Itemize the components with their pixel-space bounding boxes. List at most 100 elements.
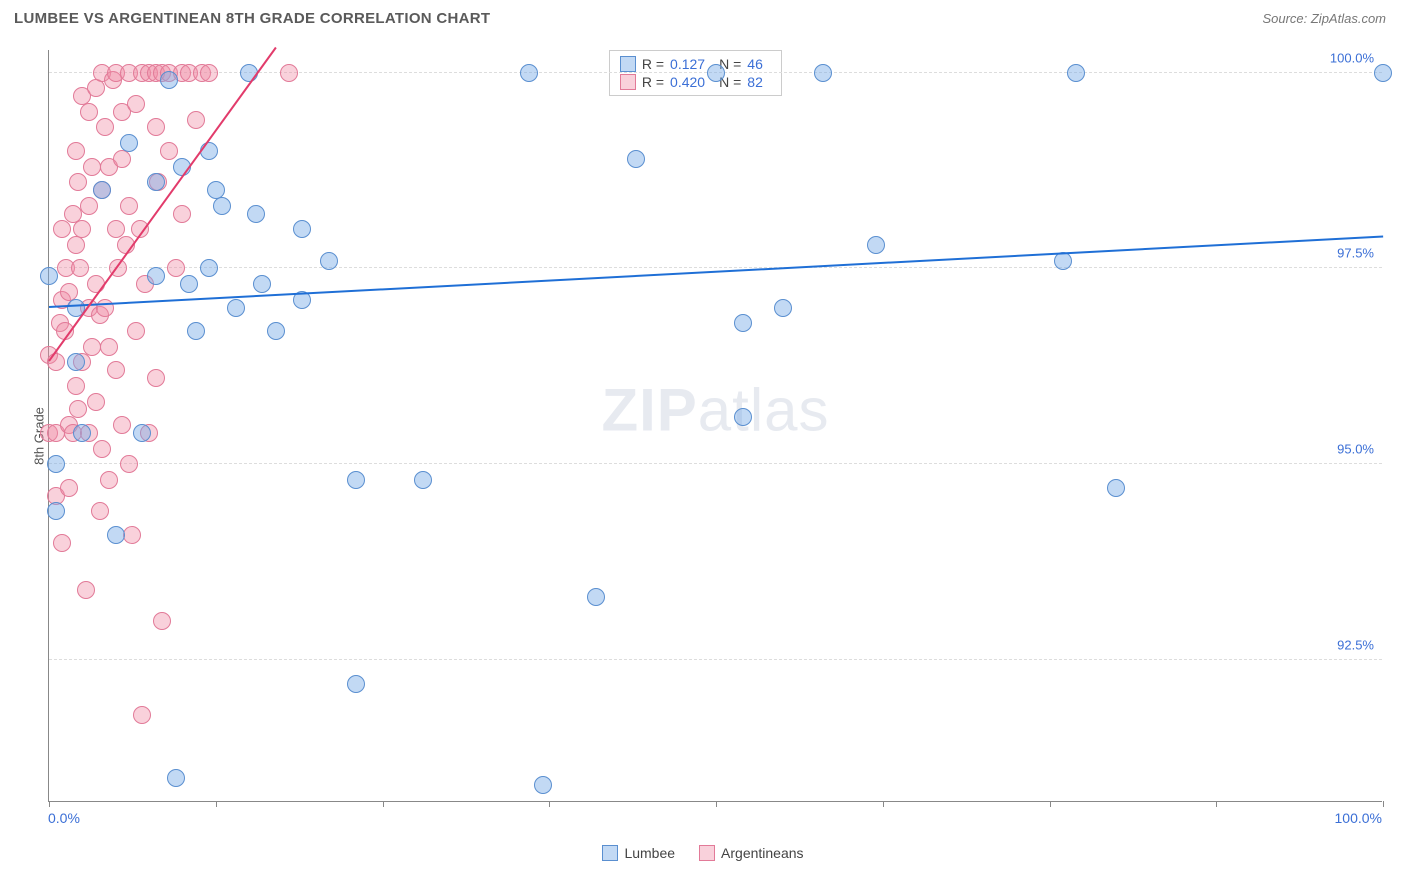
lumbee-point: [627, 150, 645, 168]
argentineans-point: [67, 236, 85, 254]
argentineans-point: [100, 471, 118, 489]
y-tick-label: 97.5%: [1337, 246, 1374, 261]
lumbee-point: [187, 322, 205, 340]
lumbee-point: [320, 252, 338, 270]
argentineans-point: [113, 150, 131, 168]
argentineans-point: [200, 64, 218, 82]
lumbee-point: [587, 588, 605, 606]
plot-region: ZIPatlas R = 0.127N = 46R = 0.420N = 82 …: [48, 50, 1382, 802]
argentineans-point: [77, 581, 95, 599]
argentineans-point: [123, 526, 141, 544]
argentineans-point: [80, 197, 98, 215]
argentineans-point: [153, 612, 171, 630]
lumbee-point: [347, 471, 365, 489]
argentineans-point: [113, 416, 131, 434]
argentineans-point: [69, 173, 87, 191]
legend-swatch: [620, 56, 636, 72]
lumbee-point: [1107, 479, 1125, 497]
lumbee-point: [47, 455, 65, 473]
lumbee-point: [774, 299, 792, 317]
x-tick: [383, 801, 384, 807]
argentineans-point: [93, 440, 111, 458]
lumbee-point: [707, 64, 725, 82]
argentineans-point: [107, 361, 125, 379]
lumbee-point: [73, 424, 91, 442]
y-tick-label: 92.5%: [1337, 638, 1374, 653]
argentineans-point: [71, 259, 89, 277]
argentineans-point: [147, 118, 165, 136]
series-legend: Lumbee Argentineans: [0, 845, 1406, 864]
legend-swatch: [699, 845, 715, 861]
argentineans-point: [91, 502, 109, 520]
argentineans-point: [47, 353, 65, 371]
x-tick: [1216, 801, 1217, 807]
lumbee-point: [133, 424, 151, 442]
x-tick: [1383, 801, 1384, 807]
stats-legend: R = 0.127N = 46R = 0.420N = 82: [609, 50, 782, 96]
argentineans-point: [127, 95, 145, 113]
lumbee-point: [347, 675, 365, 693]
argentineans-point: [280, 64, 298, 82]
watermark: ZIPatlas: [601, 376, 829, 445]
x-tick: [49, 801, 50, 807]
legend-item: Argentineans: [699, 845, 804, 861]
argentineans-point: [120, 197, 138, 215]
lumbee-point: [67, 353, 85, 371]
legend-swatch: [620, 74, 636, 90]
x-tick: [549, 801, 550, 807]
argentineans-point: [87, 393, 105, 411]
lumbee-point: [293, 220, 311, 238]
argentineans-point: [80, 103, 98, 121]
argentineans-point: [69, 400, 87, 418]
argentineans-point: [96, 299, 114, 317]
x-tick: [716, 801, 717, 807]
argentineans-point: [73, 220, 91, 238]
lumbee-point: [534, 776, 552, 794]
source-attribution: Source: ZipAtlas.com: [1262, 11, 1386, 26]
argentineans-point: [147, 369, 165, 387]
legend-swatch: [602, 845, 618, 861]
argentineans-point: [87, 79, 105, 97]
y-tick-label: 100.0%: [1330, 50, 1374, 65]
lumbee-point: [40, 267, 58, 285]
lumbee-point: [147, 173, 165, 191]
lumbee-point: [160, 71, 178, 89]
legend-label: Lumbee: [624, 845, 675, 861]
argentineans-point: [83, 158, 101, 176]
lumbee-point: [867, 236, 885, 254]
argentineans-point: [67, 142, 85, 160]
lumbee-trendline: [49, 235, 1383, 307]
x-max-label: 100.0%: [1335, 810, 1382, 826]
x-tick: [216, 801, 217, 807]
argentineans-point: [173, 205, 191, 223]
argentineans-point: [187, 111, 205, 129]
lumbee-point: [1067, 64, 1085, 82]
argentineans-point: [96, 118, 114, 136]
chart-title: LUMBEE VS ARGENTINEAN 8TH GRADE CORRELAT…: [14, 10, 490, 27]
lumbee-point: [267, 322, 285, 340]
argentineans-point: [83, 338, 101, 356]
x-min-label: 0.0%: [48, 810, 80, 826]
stats-legend-row: R = 0.420N = 82: [620, 73, 771, 91]
lumbee-point: [147, 267, 165, 285]
lumbee-point: [414, 471, 432, 489]
lumbee-point: [734, 314, 752, 332]
lumbee-point: [120, 134, 138, 152]
lumbee-point: [1374, 64, 1392, 82]
argentineans-point: [167, 259, 185, 277]
y-tick-label: 95.0%: [1337, 442, 1374, 457]
lumbee-point: [200, 259, 218, 277]
lumbee-point: [814, 64, 832, 82]
lumbee-point: [213, 197, 231, 215]
legend-label: Argentineans: [721, 845, 804, 861]
x-tick: [1050, 801, 1051, 807]
chart-area: 8th Grade ZIPatlas R = 0.127N = 46R = 0.…: [14, 40, 1392, 832]
gridline: [49, 659, 1382, 660]
lumbee-point: [180, 275, 198, 293]
lumbee-point: [520, 64, 538, 82]
argentineans-point: [127, 322, 145, 340]
legend-item: Lumbee: [602, 845, 675, 861]
argentineans-point: [160, 142, 178, 160]
x-tick: [883, 801, 884, 807]
argentineans-point: [133, 706, 151, 724]
